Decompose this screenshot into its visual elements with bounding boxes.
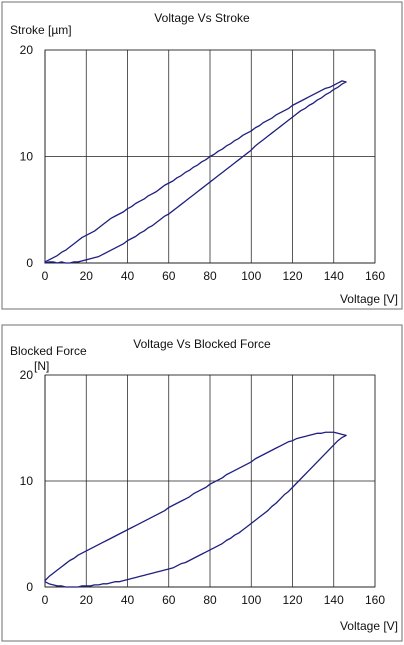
x-tick-label: 140 <box>324 593 344 607</box>
chart-title: Voltage Vs Blocked Force <box>133 337 271 351</box>
x-tick-label: 160 <box>365 593 385 607</box>
y-tick-label: 20 <box>20 368 34 382</box>
y-axis-label: Stroke [µm] <box>10 23 72 37</box>
y-axis-label: Blocked Force <box>10 344 87 358</box>
series-line <box>44 431 347 588</box>
series-group <box>44 431 347 588</box>
x-tick-label: 20 <box>80 593 94 607</box>
x-tick-label: 100 <box>241 269 261 283</box>
blocked-force-chart-panel: Voltage Vs Blocked Force Blocked Force [… <box>1 324 403 642</box>
x-tick-label: 140 <box>324 269 344 283</box>
y-tick-label: 0 <box>26 580 33 594</box>
y-tick-label: 0 <box>26 256 33 270</box>
axes <box>44 375 375 588</box>
series-line <box>44 80 347 264</box>
x-tick-label: 80 <box>203 269 217 283</box>
y-axis-label-line2: [N] <box>34 359 49 373</box>
grid <box>45 49 376 263</box>
x-tick-label: 0 <box>42 593 49 607</box>
y-tick-label: 20 <box>20 43 34 57</box>
x-tick-label: 20 <box>80 269 94 283</box>
stroke-chart-panel: Voltage Vs Stroke Stroke [µm] 0 20 40 60 80 1… <box>1 1 403 310</box>
series-group <box>44 80 347 264</box>
x-tick-label: 40 <box>121 593 135 607</box>
axes <box>44 50 375 264</box>
x-tick-label: 120 <box>282 593 302 607</box>
y-tick-label: 10 <box>20 474 34 488</box>
x-tick-label: 40 <box>121 269 135 283</box>
x-tick-label: 60 <box>162 269 176 283</box>
chart-title: Voltage Vs Stroke <box>154 11 250 25</box>
x-tick-label: 0 <box>42 269 49 283</box>
ticks: 0 20 40 60 80 100 120 140 160 0 10 20 <box>20 43 386 283</box>
x-tick-label: 60 <box>162 593 176 607</box>
x-tick-label: 160 <box>365 269 385 283</box>
x-tick-label: 120 <box>282 269 302 283</box>
y-tick-label: 10 <box>20 150 34 164</box>
ticks: 0 20 40 60 80 100 120 140 160 0 10 20 <box>20 368 386 607</box>
x-axis-label: Voltage [V] <box>340 619 398 633</box>
x-tick-label: 80 <box>203 593 217 607</box>
grid <box>45 374 376 587</box>
x-axis-label: Voltage [V] <box>340 292 398 306</box>
x-tick-label: 100 <box>241 593 261 607</box>
